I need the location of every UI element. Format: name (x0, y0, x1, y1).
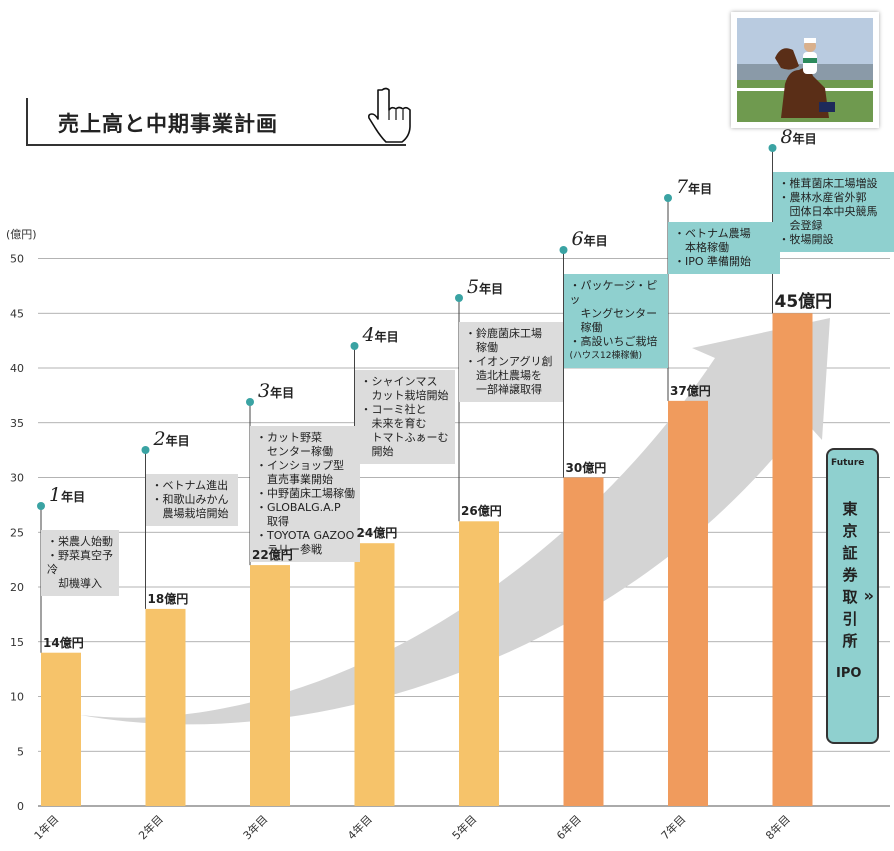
timeline-dot (768, 144, 777, 152)
value-label: 26億円 (461, 504, 502, 519)
timeline-dot (246, 398, 254, 406)
milestone-note-1: ・栄農人始動 ・野菜真空予冷 却機導入 (41, 530, 119, 596)
year-label: 1年目 (49, 484, 85, 506)
year-label: 7年目 (676, 176, 712, 198)
year-label: 3年目 (258, 380, 294, 402)
bar-2 (145, 608, 186, 806)
year-number: 2 (153, 428, 166, 450)
milestone-note-7: ・ベトナム農場 本格稼働 ・IPO 準備開始 (668, 222, 780, 274)
y-tick-label: 0 (17, 800, 24, 813)
year-suffix: 年目 (688, 182, 713, 196)
year-suffix: 年目 (374, 330, 399, 344)
future-tag: Future (831, 458, 865, 468)
value-label: 22億円 (252, 548, 293, 563)
year-number: 6 (571, 228, 584, 250)
value-label: 14億円 (43, 635, 84, 650)
x-tick-label: 5年目 (449, 812, 479, 842)
milestone-note-2: ・ベトナム進出 ・和歌山みかん 農場栽培開始 (145, 474, 238, 526)
bar-7 (668, 400, 708, 806)
timeline-dot (37, 502, 45, 510)
year-label: 4年目 (363, 324, 399, 346)
timeline-dot (664, 194, 672, 202)
milestone-text: ・シャインマス カット栽培開始 ・コーミ社と 未来を育む トマトふぁーむ 開始 (360, 375, 449, 458)
year-label: 5年目 (467, 276, 503, 298)
bar-5 (459, 521, 499, 806)
milestone-text: ・パッケージ・ピッ キングセンター 稼働 ・高設いちご栽培 (569, 279, 658, 348)
y-tick-label: 45 (10, 307, 24, 320)
timeline-dot (455, 294, 463, 302)
jockey-horse-photo (731, 12, 879, 128)
bar-6 (563, 477, 604, 806)
x-tick-label: 8年目 (762, 812, 792, 842)
value-label: 30億円 (565, 460, 607, 475)
milestone-text: ・椎茸菌床工場増設 ・農林水産省外郭 団体日本中央競馬 会登録 ・牧場開設 (778, 177, 878, 246)
value-label: 18億円 (147, 591, 189, 606)
milestone-text: ・栄農人始動 ・野菜真空予冷 却機導入 (47, 535, 113, 590)
future-exchange-text: 東京証券取引所 (842, 500, 858, 650)
x-tick-label: 6年目 (553, 812, 583, 842)
y-tick-label: 25 (10, 526, 24, 539)
year-number: 4 (362, 324, 375, 346)
year-suffix: 年目 (61, 490, 86, 504)
year-label: 8年目 (781, 126, 817, 148)
hand-pointer-icon (368, 87, 411, 143)
year-suffix: 年目 (165, 434, 190, 448)
future-ipo-label: IPO (836, 666, 862, 681)
x-tick-label: 1年目 (31, 812, 61, 842)
bar-8 (772, 313, 813, 806)
year-number: 5 (467, 276, 480, 298)
year-label: 6年目 (572, 228, 608, 250)
milestone-note-4: ・シャインマス カット栽培開始 ・コーミ社と 未来を育む トマトふぁーむ 開始 (354, 370, 455, 464)
timeline-dot (350, 342, 359, 350)
year-suffix: 年目 (792, 132, 817, 146)
timeline-dot (141, 446, 150, 454)
arrow-down-icon: ⇣ (844, 632, 856, 648)
y-tick-label: 5 (17, 745, 24, 758)
bar-1 (41, 652, 81, 806)
y-tick-label: 10 (10, 691, 24, 704)
milestone-note-8: ・椎茸菌床工場増設 ・農林水産省外郭 団体日本中央競馬 会登録 ・牧場開設 (772, 172, 894, 252)
chevron-right-icon: » (863, 586, 874, 605)
page-title: 売上高と中期事業計画 (58, 112, 278, 136)
future-ipo-box: Future 東京証券取引所 » ⇣ IPO (826, 448, 879, 744)
y-tick-label: 40 (10, 362, 24, 375)
bar-4 (354, 543, 395, 806)
milestone-note-3: ・カット野菜 センター稼働 ・インショップ型 直売事業開始 ・中野菌床工場稼働 … (250, 426, 360, 562)
milestone-subnote: (ハウス12棟稼働) (569, 351, 642, 361)
x-tick-label: 7年目 (658, 812, 688, 842)
milestone-note-5: ・鈴鹿菌床工場 稼働 ・イオンアグリ創 造北杜農場を 一部禅譲取得 (459, 322, 563, 402)
year-number: 7 (676, 176, 689, 198)
milestone-text: ・ベトナム進出 ・和歌山みかん 農場栽培開始 (151, 479, 229, 520)
value-label: 45億円 (774, 292, 833, 313)
y-tick-label: 15 (10, 636, 24, 649)
year-suffix: 年目 (270, 386, 295, 400)
milestone-text: ・鈴鹿菌床工場 稼働 ・イオンアグリ創 造北杜農場を 一部禅譲取得 (465, 327, 553, 396)
y-tick-label: 30 (10, 472, 24, 485)
y-tick-label: 20 (10, 581, 24, 594)
milestone-note-6: ・パッケージ・ピッ キングセンター 稼働 ・高設いちご栽培 (ハウス12棟稼働) (563, 274, 668, 368)
y-tick-label: 35 (10, 417, 24, 430)
bars (41, 313, 813, 806)
x-tick-label: 2年目 (135, 812, 165, 842)
milestone-text: ・ベトナム農場 本格稼働 ・IPO 準備開始 (674, 227, 752, 268)
milestone-text: ・カット野菜 センター稼働 ・インショップ型 直売事業開始 ・中野菌床工場稼働 … (256, 431, 355, 556)
y-tick-label: 50 (10, 253, 24, 266)
y-axis-unit: (億円) (6, 228, 37, 241)
value-label: 37億円 (670, 383, 711, 398)
year-suffix: 年目 (583, 234, 608, 248)
year-number: 3 (258, 380, 271, 402)
x-tick-label: 4年目 (344, 812, 374, 842)
year-label: 2年目 (154, 428, 190, 450)
x-tick-label: 3年目 (240, 812, 270, 842)
year-number: 8 (780, 126, 793, 148)
year-number: 1 (49, 484, 62, 506)
title-frame: 売上高と中期事業計画 (26, 98, 406, 146)
timeline-dot (559, 246, 568, 254)
bar-3 (250, 565, 290, 806)
value-label: 24億円 (356, 526, 398, 541)
year-suffix: 年目 (479, 282, 504, 296)
